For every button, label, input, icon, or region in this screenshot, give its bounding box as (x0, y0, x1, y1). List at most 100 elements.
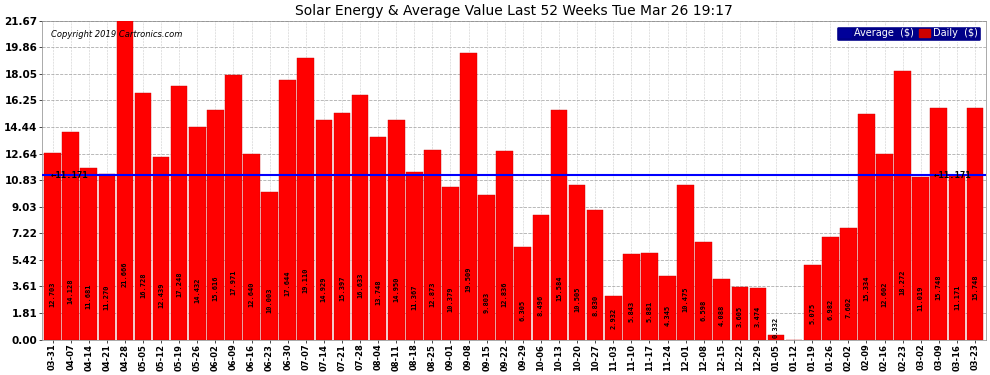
Text: 10.003: 10.003 (266, 288, 272, 313)
Bar (550, 110, 567, 339)
Bar (515, 247, 531, 339)
Text: 11.270: 11.270 (104, 285, 110, 310)
Bar (388, 120, 405, 339)
Bar (876, 154, 893, 339)
Text: 17.248: 17.248 (176, 272, 182, 297)
Bar (460, 53, 477, 339)
Text: 4.345: 4.345 (664, 304, 670, 326)
Bar (623, 254, 640, 339)
Bar (841, 228, 856, 339)
Bar (858, 114, 875, 339)
Text: 11.367: 11.367 (411, 285, 418, 310)
Bar (894, 71, 911, 339)
Text: 19.110: 19.110 (303, 267, 309, 293)
Text: 15.748: 15.748 (972, 275, 978, 300)
Bar (152, 156, 169, 339)
Bar (189, 127, 206, 339)
Bar (948, 175, 965, 339)
Bar (297, 58, 314, 339)
Bar (804, 265, 821, 339)
Bar (568, 185, 585, 339)
Bar (677, 185, 694, 339)
Text: 10.475: 10.475 (682, 286, 689, 312)
Text: 3.474: 3.474 (755, 306, 761, 327)
Text: 6.305: 6.305 (520, 300, 526, 321)
Bar (822, 237, 839, 339)
Text: ←11.171: ←11.171 (934, 171, 971, 180)
Bar (171, 86, 187, 339)
Text: 16.633: 16.633 (357, 273, 363, 298)
Bar (478, 195, 495, 339)
Bar (767, 334, 784, 339)
Text: 6.982: 6.982 (828, 298, 834, 320)
Bar (659, 276, 676, 339)
Bar (966, 108, 983, 339)
Text: 5.843: 5.843 (629, 301, 635, 322)
Bar (605, 296, 622, 339)
Bar (80, 168, 97, 339)
Bar (279, 80, 296, 339)
Bar (135, 93, 151, 339)
Bar (931, 108, 947, 339)
Text: 12.439: 12.439 (158, 282, 164, 308)
Legend: Average  ($), Daily  ($): Average ($), Daily ($) (837, 26, 981, 41)
Text: 18.272: 18.272 (900, 269, 906, 295)
Text: 12.640: 12.640 (248, 282, 254, 307)
Text: 11.681: 11.681 (86, 284, 92, 309)
Text: 3.605: 3.605 (737, 306, 742, 327)
Bar (98, 174, 115, 339)
Bar (496, 151, 513, 339)
Text: 14.929: 14.929 (321, 277, 327, 302)
Text: 8.830: 8.830 (592, 294, 598, 316)
Title: Solar Energy & Average Value Last 52 Weeks Tue Mar 26 19:17: Solar Energy & Average Value Last 52 Wee… (295, 4, 733, 18)
Bar (913, 177, 929, 339)
Bar (62, 132, 79, 339)
Text: 15.616: 15.616 (212, 275, 219, 301)
Bar (424, 150, 441, 339)
Text: 11.171: 11.171 (954, 285, 960, 310)
Text: 21.666: 21.666 (122, 262, 128, 287)
Bar (45, 153, 60, 339)
Text: 15.584: 15.584 (556, 275, 562, 301)
Text: 7.602: 7.602 (845, 297, 851, 318)
Text: 10.505: 10.505 (574, 286, 580, 312)
Text: Copyright 2019 Cartronics.com: Copyright 2019 Cartronics.com (51, 30, 182, 39)
Text: 17.971: 17.971 (231, 270, 237, 296)
Text: 9.803: 9.803 (484, 292, 490, 314)
Bar (117, 21, 134, 339)
Bar (714, 279, 730, 339)
Text: 14.950: 14.950 (393, 277, 399, 302)
Text: 6.598: 6.598 (701, 299, 707, 321)
Text: 12.703: 12.703 (50, 282, 55, 307)
Text: 12.836: 12.836 (502, 281, 508, 307)
Text: 2.932: 2.932 (610, 308, 616, 328)
Text: 14.432: 14.432 (194, 278, 200, 303)
Bar (370, 137, 386, 339)
Bar (351, 95, 368, 339)
Text: 11.019: 11.019 (918, 285, 924, 311)
Bar (406, 172, 423, 339)
Text: 15.334: 15.334 (863, 276, 869, 301)
Bar (732, 286, 748, 339)
Text: 8.496: 8.496 (538, 295, 544, 316)
Text: 14.128: 14.128 (67, 279, 73, 304)
Text: 10.379: 10.379 (447, 287, 453, 312)
Text: 15.397: 15.397 (339, 276, 345, 301)
Text: 12.602: 12.602 (881, 282, 888, 308)
Bar (244, 154, 259, 339)
Text: 12.873: 12.873 (430, 281, 436, 307)
Bar (533, 214, 549, 339)
Text: ←11.171: ←11.171 (51, 171, 89, 180)
Text: 4.088: 4.088 (719, 305, 725, 326)
Bar (642, 253, 657, 339)
Bar (695, 243, 712, 339)
Bar (261, 192, 278, 339)
Text: 15.748: 15.748 (936, 275, 941, 300)
Bar (207, 110, 224, 339)
Text: 5.075: 5.075 (809, 303, 815, 324)
Text: 19.509: 19.509 (465, 267, 471, 292)
Text: 16.728: 16.728 (140, 273, 146, 298)
Bar (316, 120, 333, 339)
Bar (749, 288, 766, 339)
Bar (334, 113, 350, 339)
